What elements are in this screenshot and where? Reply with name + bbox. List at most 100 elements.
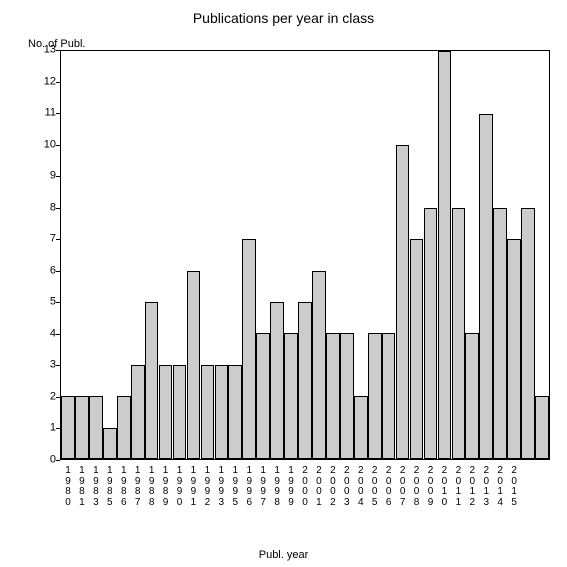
chart-title: Publications per year in class [0,10,567,26]
chart-container: Publications per year in class No. of Pu… [0,0,567,567]
bar [465,333,479,459]
x-axis-label: Publ. year [0,549,567,561]
bar [493,208,507,459]
x-tick-label: 2008 [412,466,421,508]
y-tick-mark [56,176,60,177]
bar [187,271,201,459]
y-tick-label: 1 [30,423,56,434]
x-tick-label: 1981 [77,466,86,508]
bar [61,396,75,459]
x-tick-label: 1980 [63,466,72,508]
bar [410,239,424,459]
bar [368,333,382,459]
bar [270,302,284,459]
x-tick-label: 1995 [231,466,240,508]
bar [131,365,145,459]
bar [228,365,242,459]
bar [117,396,131,459]
y-tick-mark [56,460,60,461]
bar [507,239,521,459]
bar [340,333,354,459]
bar [89,396,103,459]
bar [396,145,410,459]
x-tick-label: 1988 [147,466,156,508]
x-tick-label: 2015 [510,466,519,508]
x-tick-label: 2010 [440,466,449,508]
x-tick-label: 1985 [105,466,114,508]
x-tick-label: 1992 [203,466,212,508]
bar [424,208,438,459]
x-tick-label: 2001 [314,466,323,508]
bar [284,333,298,459]
y-tick-label: 4 [30,328,56,339]
y-tick-label: 9 [30,171,56,182]
x-tick-label: 1993 [217,466,226,508]
y-tick-mark [56,428,60,429]
x-tick-label: 1989 [161,466,170,508]
y-tick-mark [56,145,60,146]
x-tick-label: 2011 [454,466,463,508]
x-tick-label: 1987 [133,466,142,508]
bar [215,365,229,459]
y-tick-mark [56,239,60,240]
y-tick-mark [56,302,60,303]
y-tick-label: 7 [30,234,56,245]
x-tick-label: 2009 [426,466,435,508]
y-tick-mark [56,397,60,398]
bar [103,428,117,459]
bar [438,51,452,459]
bar [326,333,340,459]
y-tick-label: 12 [30,76,56,87]
bar [382,333,396,459]
y-tick-label: 0 [30,455,56,466]
y-tick-label: 13 [30,45,56,56]
x-tick-label: 2012 [468,466,477,508]
x-tick-label: 1999 [287,466,296,508]
bar [535,396,549,459]
bar [242,239,256,459]
y-tick-mark [56,113,60,114]
y-tick-label: 8 [30,202,56,213]
bar [521,208,535,459]
x-tick-label: 1991 [189,466,198,508]
x-tick-label: 1990 [175,466,184,508]
y-tick-label: 5 [30,297,56,308]
x-tick-label: 2002 [328,466,337,508]
bar [201,365,215,459]
bar [256,333,270,459]
x-tick-label: 1998 [273,466,282,508]
x-tick-label: 2006 [384,466,393,508]
bar [159,365,173,459]
x-tick-label: 2007 [398,466,407,508]
x-tick-label: 2004 [356,466,365,508]
bar [452,208,466,459]
y-tick-label: 6 [30,265,56,276]
bar [312,271,326,459]
y-tick-mark [56,208,60,209]
bar [354,396,368,459]
bar [173,365,187,459]
y-tick-label: 2 [30,391,56,402]
bar [75,396,89,459]
x-tick-label: 1983 [91,466,100,508]
x-tick-label: 1996 [245,466,254,508]
y-tick-mark [56,82,60,83]
x-tick-label: 1997 [259,466,268,508]
y-tick-mark [56,334,60,335]
bar [298,302,312,459]
x-tick-label: 2005 [370,466,379,508]
y-tick-mark [56,271,60,272]
y-tick-mark [56,365,60,366]
y-tick-label: 10 [30,139,56,150]
y-tick-mark [56,50,60,51]
x-tick-label: 1986 [119,466,128,508]
bar [145,302,159,459]
bar [479,114,493,459]
y-tick-label: 11 [30,108,56,119]
y-tick-label: 3 [30,360,56,371]
x-tick-label: 2000 [301,466,310,508]
plot-area [60,50,550,460]
x-tick-label: 2013 [482,466,491,508]
x-tick-label: 2014 [496,466,505,508]
x-tick-label: 2003 [342,466,351,508]
